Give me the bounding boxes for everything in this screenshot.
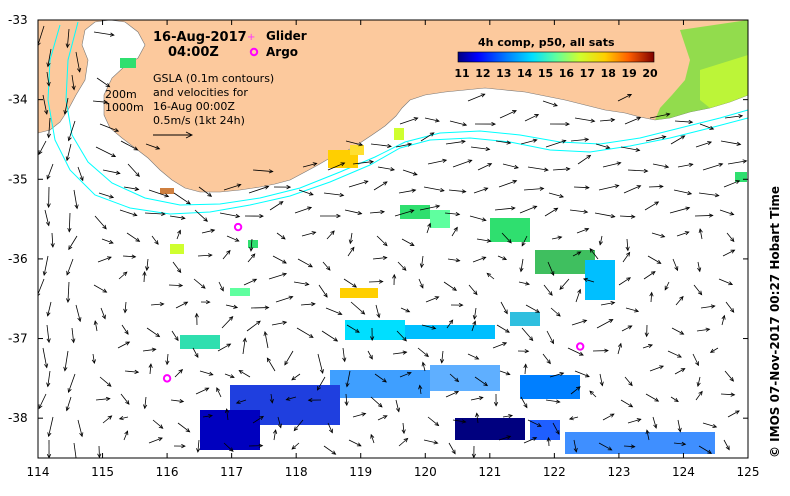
colorbar-tick-label: 15: [538, 67, 553, 80]
colorbar-tick-label: 17: [580, 67, 595, 80]
y-tick-label: -34: [8, 93, 28, 107]
x-tick-label: 123: [607, 465, 630, 479]
x-tick-label: 118: [285, 465, 308, 479]
y-tick-label: -33: [8, 13, 28, 27]
y-tick-label: -35: [8, 172, 28, 186]
colorbar: [458, 52, 654, 62]
colorbar-tick-label: 11: [454, 67, 469, 80]
gsla-line4: 0.5m/s (1kt 24h): [153, 114, 245, 127]
gsla-line3: 16-Aug 00:00Z: [153, 100, 235, 113]
y-tick-label: -37: [8, 332, 28, 346]
x-tick-label: 114: [27, 465, 50, 479]
colorbar-tick-label: 16: [559, 67, 575, 80]
x-tick-label: 124: [672, 465, 695, 479]
glider-marker-icon: +: [247, 32, 255, 43]
depth-label-200m: 200m: [105, 88, 137, 101]
x-tick-label: 116: [156, 465, 179, 479]
glider-label: Glider: [266, 29, 307, 43]
gsla-line1: GSLA (0.1m contours): [153, 72, 274, 85]
x-tick-label: 120: [414, 465, 437, 479]
colorbar-tick-label: 14: [517, 67, 533, 80]
argo-label: Argo: [266, 45, 298, 59]
x-tick-label: 121: [478, 465, 501, 479]
x-tick-label: 119: [349, 465, 372, 479]
colorbar-tick-label: 20: [642, 67, 658, 80]
colorbar-tick-label: 12: [475, 67, 490, 80]
x-tick-label: 117: [220, 465, 243, 479]
gsla-line2: and velocities for: [153, 86, 248, 99]
colorbar-title: 4h comp, p50, all sats: [478, 36, 615, 49]
colorbar-tick-label: 13: [496, 67, 511, 80]
velocity-arrow: [695, 215, 713, 216]
title-time: 04:00Z: [168, 45, 219, 60]
y-tick-label: -38: [8, 411, 28, 425]
colorbar-tick-label: 18: [601, 67, 616, 80]
colorbar-tick-label: 19: [621, 67, 636, 80]
velocity-arrow-head: [75, 459, 78, 463]
copyright-label: © IMOS 07-Nov-2017 00:27 Hobart Time: [768, 186, 782, 458]
y-tick-label: -36: [8, 252, 28, 266]
x-tick-label: 122: [543, 465, 566, 479]
x-tick-label: 115: [91, 465, 114, 479]
x-tick-label: 125: [737, 465, 760, 479]
velocity-arrow: [649, 186, 663, 187]
title-date: 16-Aug-2017: [153, 30, 247, 45]
depth-label-1000m: 1000m: [105, 101, 144, 114]
